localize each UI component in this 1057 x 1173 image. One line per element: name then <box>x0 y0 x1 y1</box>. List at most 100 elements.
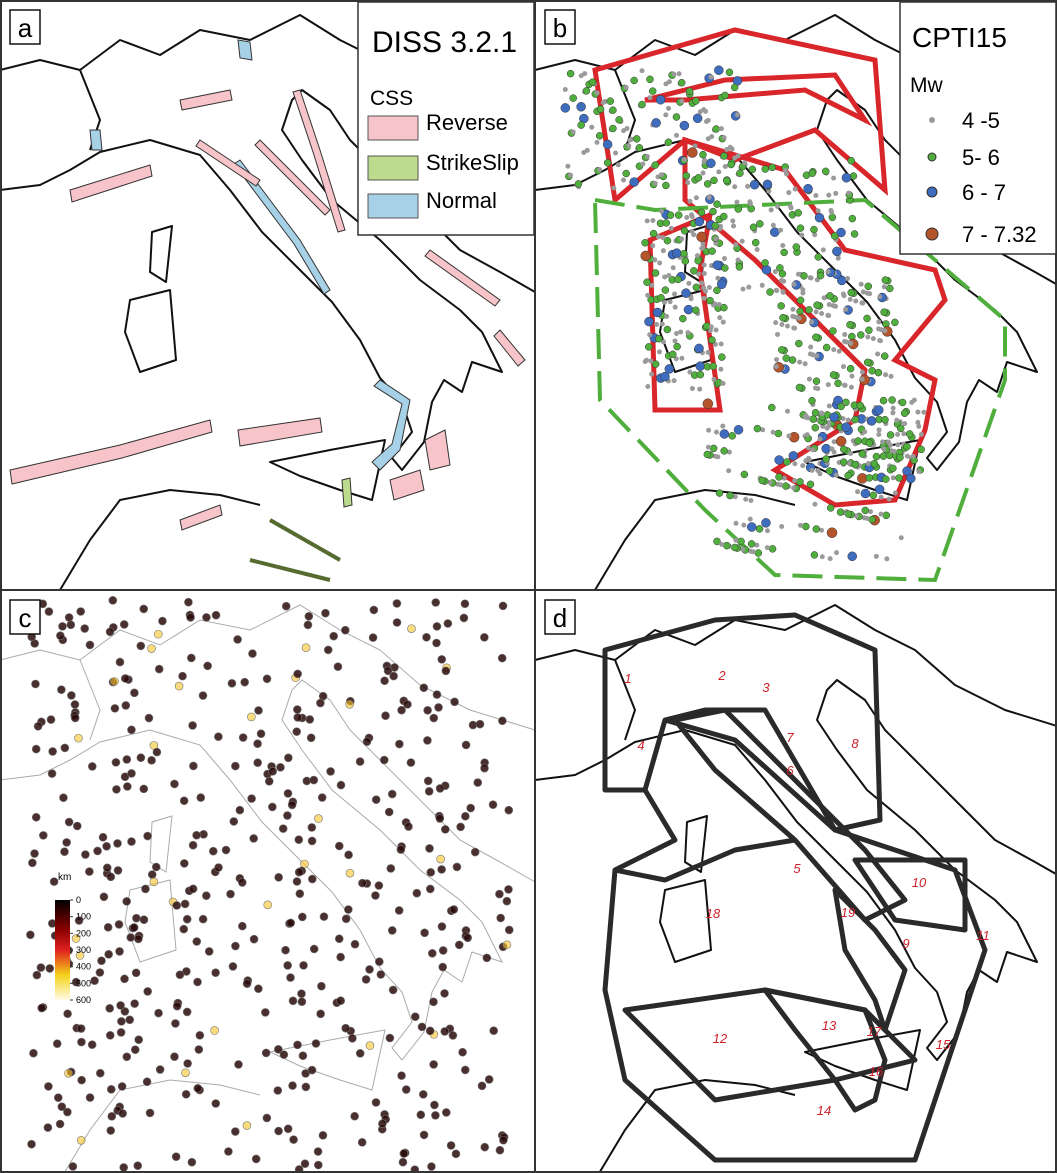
quake <box>706 445 711 450</box>
quake <box>862 507 869 514</box>
focal-mechanism <box>204 662 212 670</box>
focal-mechanism <box>395 906 403 914</box>
quake <box>847 365 854 372</box>
focal-mechanism <box>60 848 68 856</box>
quake <box>673 305 678 310</box>
quake <box>645 154 650 159</box>
quake <box>819 410 824 415</box>
quake <box>767 289 774 296</box>
quake <box>909 400 914 405</box>
quake <box>711 177 718 184</box>
quake <box>775 473 782 480</box>
quake <box>893 491 898 496</box>
quake <box>714 201 721 208</box>
focal-mechanism <box>254 985 262 993</box>
focal-mechanism <box>173 1002 181 1010</box>
quake <box>899 535 904 540</box>
focal-mechanism <box>305 612 313 620</box>
quake <box>578 122 585 129</box>
quake <box>902 421 907 426</box>
quake <box>769 207 774 212</box>
quake <box>896 475 903 482</box>
focal-mechanism <box>146 1109 154 1117</box>
focal-mechanism <box>140 785 148 793</box>
quake <box>756 220 763 227</box>
quake <box>687 148 697 158</box>
quake <box>882 476 889 483</box>
quake <box>736 263 743 270</box>
quake <box>701 107 706 112</box>
focal-mechanism <box>308 875 316 883</box>
legend-dot <box>926 228 938 240</box>
quake <box>700 171 705 176</box>
quake <box>769 545 776 552</box>
quake <box>730 218 735 223</box>
focal-mechanism <box>441 989 449 997</box>
quake <box>812 334 819 341</box>
focal-mechanism <box>116 658 124 666</box>
quake <box>778 228 783 233</box>
quake <box>704 180 711 187</box>
focal-mechanism <box>461 812 469 820</box>
focal-mechanism <box>215 864 223 872</box>
quake <box>604 159 611 166</box>
focal-mechanism <box>371 891 379 899</box>
quake <box>825 313 830 318</box>
quake <box>841 364 846 369</box>
focal-mechanism <box>78 1076 86 1084</box>
focal-mechanism <box>351 940 359 948</box>
focal-mechanism <box>120 620 128 628</box>
quake <box>763 180 772 189</box>
focal-mechanism <box>337 781 345 789</box>
quake <box>830 371 837 378</box>
quake <box>695 217 704 226</box>
quake <box>585 148 590 153</box>
quake <box>679 315 686 322</box>
focal-mechanism <box>503 897 511 905</box>
focal-mechanism <box>294 670 302 678</box>
focal-mechanism <box>205 947 213 955</box>
quake <box>845 472 852 479</box>
quake <box>736 153 741 158</box>
focal-mechanism <box>413 889 421 897</box>
focal-mechanism <box>310 776 318 784</box>
quake <box>823 344 830 351</box>
focal-mechanism <box>372 1098 380 1106</box>
focal-mechanism <box>430 714 438 722</box>
focal-mechanism <box>110 677 118 685</box>
quake <box>842 423 851 432</box>
focal-mechanism <box>407 759 415 767</box>
focal-mechanism <box>430 1060 438 1068</box>
focal-mechanism <box>437 855 445 863</box>
quake <box>706 159 715 168</box>
quake <box>695 257 702 264</box>
quake <box>709 248 716 255</box>
figure: abcdDISS 3.2.1CSSReverseStrikeSlipNormal… <box>0 0 1057 1173</box>
quake <box>845 510 852 517</box>
focal-mechanism <box>461 600 469 608</box>
quake <box>891 319 898 326</box>
focal-mechanism <box>32 745 40 753</box>
quake <box>848 157 855 164</box>
zone-label: 8 <box>851 736 859 751</box>
focal-mechanism <box>104 923 112 931</box>
focal-mechanism <box>29 1049 37 1057</box>
quake <box>762 166 769 173</box>
focal-mechanism <box>293 728 301 736</box>
quake <box>675 276 682 283</box>
quake <box>701 285 706 290</box>
quake <box>827 504 834 511</box>
quake <box>809 319 814 324</box>
focal-mechanism <box>334 663 342 671</box>
quake <box>859 282 864 287</box>
focal-mechanism <box>69 1162 77 1170</box>
quake <box>685 330 690 335</box>
focal-mechanism <box>298 913 306 921</box>
focal-mechanism <box>112 785 120 793</box>
zone-label: 18 <box>706 906 721 921</box>
focal-mechanism <box>126 1016 134 1024</box>
quake <box>650 243 655 248</box>
focal-mechanism <box>441 1027 449 1035</box>
quake <box>743 497 748 502</box>
quake <box>876 319 881 324</box>
